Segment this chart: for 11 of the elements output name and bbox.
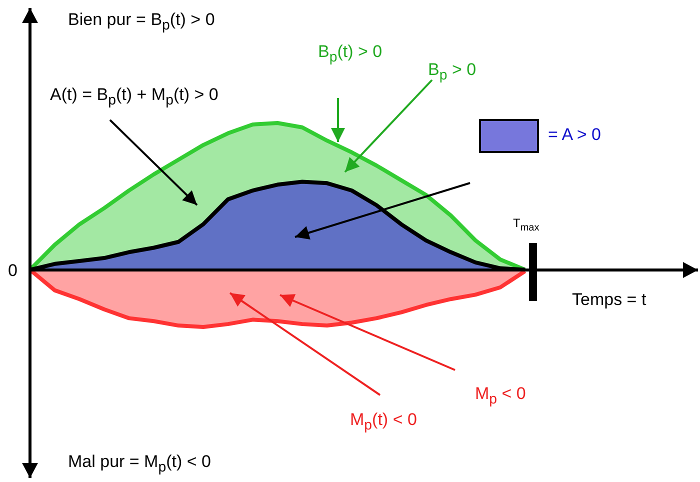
text: Bien pur = B$_{p}$(t) > 0: [68, 10, 215, 34]
text: A(t) = B$_{p}$(t) + M$_{p}$(t) > 0: [50, 85, 218, 108]
text: 0: [8, 261, 18, 281]
annotation: T$_{max}$: [513, 216, 540, 234]
text: Mal pur = M$_{p}$(t) < 0: [68, 452, 211, 476]
text: M$_{p}$(t) < 0: [350, 410, 417, 434]
text: B$_{p}$(t) > 0: [318, 42, 382, 66]
x-axis-title: Temps = t: [572, 290, 646, 310]
text: B$_{p}$ > 0: [428, 60, 476, 84]
text: M$_{p}$ < 0: [475, 384, 526, 408]
text: = A > 0: [548, 125, 601, 145]
